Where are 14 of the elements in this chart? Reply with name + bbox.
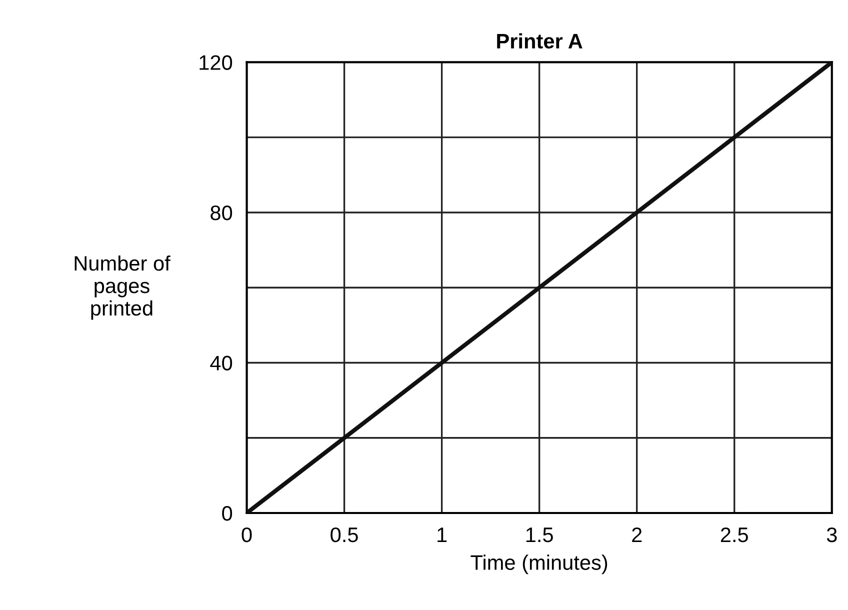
- x-axis-title: Time (minutes): [470, 554, 608, 574]
- x-tick-label: 0.5: [330, 527, 358, 542]
- x-tick-label: 2: [632, 527, 642, 542]
- x-tick-label: 3: [826, 527, 837, 542]
- y-tick-label: 0: [222, 506, 232, 521]
- y-tick-label: 120: [200, 55, 232, 70]
- y-axis-title: Number of pages printed: [74, 255, 170, 320]
- y-tick-label: 80: [210, 205, 232, 220]
- x-tick-label: 1.5: [526, 528, 553, 542]
- x-tick-label: 2.5: [720, 527, 748, 542]
- y-tick-label: 40: [210, 356, 232, 370]
- x-tick-label: 1: [438, 528, 447, 542]
- x-tick-label: 0: [242, 527, 252, 542]
- chart-title: Printer A: [497, 33, 582, 49]
